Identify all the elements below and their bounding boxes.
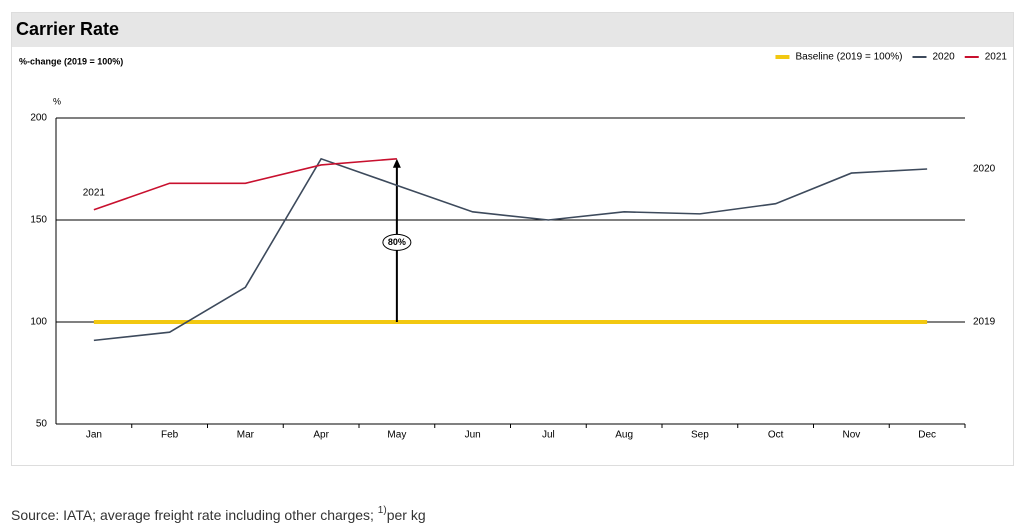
- x-tick-label: Mar: [237, 430, 255, 441]
- line-1: [93, 157, 928, 342]
- x-tick-label: Feb: [161, 430, 179, 441]
- legend-label: 2020: [933, 52, 956, 63]
- arrow-head: [392, 158, 401, 168]
- source-sup: 1): [378, 505, 387, 516]
- x-tick-label: Jul: [542, 430, 555, 441]
- arrow-badge: [382, 233, 412, 251]
- label-2021: 2021: [83, 187, 106, 198]
- x-tick-label: Sep: [691, 430, 709, 441]
- y-tick-label: 200: [30, 113, 47, 124]
- line-2: [93, 158, 397, 211]
- source-tail: per kg: [387, 507, 426, 523]
- x-tick-label: Oct: [768, 430, 784, 441]
- x-tick-label: Apr: [313, 430, 329, 441]
- y-tick-label: 150: [30, 215, 47, 226]
- subtitle: %-change (2019 = 100%): [19, 56, 123, 66]
- source: Source: IATA; average freight rate inclu…: [11, 505, 426, 523]
- x-tick-label: Jun: [465, 430, 481, 441]
- x-tick-label: Jan: [86, 430, 102, 441]
- chart-title: Carrier Rate: [16, 19, 119, 39]
- panel: [11, 12, 1014, 466]
- x-tick-label: Nov: [842, 430, 860, 441]
- legend-label: 2021: [985, 52, 1008, 63]
- x-tick-label: Aug: [615, 430, 633, 441]
- x-tick-label: Dec: [918, 430, 936, 441]
- arrow-label: 80%: [388, 237, 406, 247]
- title-bar: [12, 13, 1013, 47]
- y-tick-label: 100: [30, 317, 47, 328]
- legend-label: Baseline (2019 = 100%): [795, 52, 902, 63]
- label-2019: 2019: [973, 317, 996, 328]
- y-unit: %: [53, 96, 61, 106]
- source-text: Source: IATA; average freight rate inclu…: [11, 507, 378, 523]
- x-tick-label: May: [387, 430, 406, 441]
- y-tick-label: 50: [36, 419, 48, 430]
- label-2020: 2020: [973, 164, 996, 175]
